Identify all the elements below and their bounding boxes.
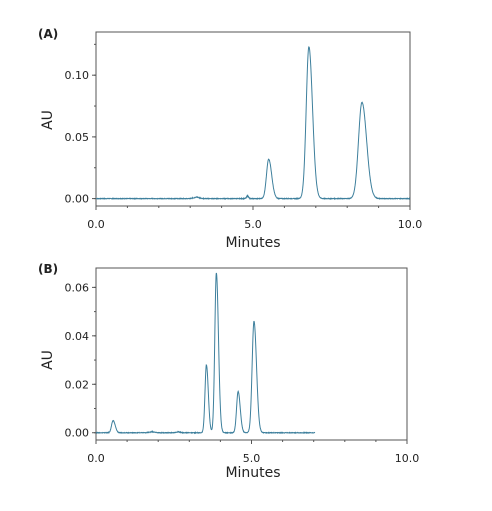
- y-tick-label-a: 0.10: [65, 69, 90, 82]
- y-tick-label-a: 0.05: [65, 131, 90, 144]
- ticks-a: 0.00 0.05 0.10 0.0 5.0 10.0: [65, 43, 423, 231]
- ticks-b: 0.00 0.02 0.04 0.06 0.0 5.0 10.0: [65, 281, 420, 465]
- chromatogram-trace-b: [95, 272, 316, 435]
- x-tick-label-b: 10.0: [395, 452, 420, 465]
- y-axis-title-a: AU: [40, 110, 56, 130]
- y-axis-title-b: AU: [40, 350, 56, 370]
- plot-frame-a: [95, 31, 411, 207]
- x-tick-label-b: 0.0: [87, 452, 105, 465]
- y-tick-label-b: 0.06: [65, 281, 90, 294]
- x-axis-title-b: Minutes: [225, 465, 280, 481]
- y-tick-label-b: 0.00: [65, 427, 90, 440]
- panel-b: (B) 0.00 0.02 0.04 0.06 0.0 5.0 10.0 Minutes A…: [38, 262, 419, 481]
- plot-frame-b: [95, 267, 408, 441]
- x-tick-label-b: 5.0: [243, 452, 261, 465]
- panel-label-b: (B): [38, 262, 58, 276]
- x-tick-label-a: 10.0: [398, 218, 423, 231]
- chromatogram-trace-a: [95, 46, 411, 201]
- y-tick-label-a: 0.00: [65, 193, 90, 206]
- x-tick-label-a: 5.0: [244, 218, 262, 231]
- panel-a: (A) 0.00 0.05 0.10 0.0 5.0 10.0 Minutes AU: [38, 27, 422, 251]
- x-axis-title-a: Minutes: [225, 235, 280, 251]
- x-tick-label-a: 0.0: [87, 218, 105, 231]
- panel-label-a: (A): [38, 27, 58, 41]
- y-tick-label-b: 0.04: [65, 330, 90, 343]
- y-tick-label-b: 0.02: [65, 378, 90, 391]
